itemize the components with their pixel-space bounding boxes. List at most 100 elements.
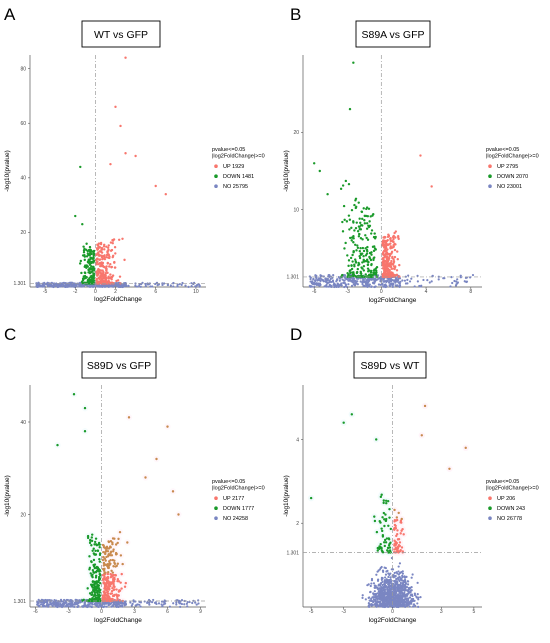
- point-up: [113, 261, 116, 264]
- point-down: [87, 271, 90, 274]
- point-up: [398, 263, 401, 267]
- point-down: [83, 430, 87, 433]
- point-up: [389, 265, 393, 268]
- x-tick-label: -5: [43, 289, 48, 295]
- point-down: [82, 277, 86, 280]
- point-no: [43, 285, 46, 288]
- point-down: [350, 208, 354, 212]
- point-no: [387, 583, 390, 586]
- halo-layer: [307, 402, 469, 556]
- x-tick-label: 5: [472, 609, 475, 615]
- point-down: [372, 249, 376, 253]
- point-no: [365, 281, 368, 284]
- legend-entry: UP 206: [497, 496, 515, 502]
- point-up: [103, 248, 106, 251]
- point-down: [373, 245, 376, 248]
- point-down: [343, 247, 346, 250]
- point-no: [112, 601, 115, 604]
- point-no: [105, 605, 108, 608]
- point-no: [389, 589, 392, 592]
- point-no: [46, 600, 49, 604]
- point-no: [377, 594, 380, 597]
- point-no: [132, 600, 135, 603]
- point-no: [388, 578, 391, 582]
- point-up: [116, 577, 120, 581]
- legend-swatch: [488, 506, 492, 511]
- point-down: [366, 263, 370, 266]
- point-up: [103, 265, 106, 269]
- point-no: [395, 280, 399, 283]
- point-down: [84, 271, 87, 275]
- point-down: [355, 205, 358, 209]
- point-down: [361, 224, 364, 227]
- point-up: [107, 553, 110, 556]
- y-tick-label: 20: [20, 512, 26, 518]
- point-up: [154, 184, 157, 188]
- point-no: [370, 577, 374, 581]
- point-no: [361, 277, 365, 281]
- point-down: [350, 264, 353, 267]
- point-up: [419, 154, 422, 157]
- point-down: [94, 549, 97, 553]
- point-down: [318, 169, 321, 173]
- point-down: [376, 549, 379, 552]
- point-down: [389, 541, 392, 544]
- x-tick-label: 3: [440, 609, 443, 615]
- point-up: [382, 246, 386, 249]
- point-no: [323, 285, 326, 288]
- point-down: [81, 223, 84, 226]
- point-no: [387, 572, 390, 575]
- point-down: [358, 225, 361, 228]
- point-no: [393, 599, 397, 602]
- point-no: [396, 577, 399, 580]
- point-down: [342, 421, 345, 424]
- point-up: [395, 542, 398, 545]
- points-layer: [308, 61, 475, 289]
- point-down: [91, 580, 95, 583]
- point-down: [351, 271, 354, 274]
- point-no: [373, 590, 376, 593]
- point-down: [367, 207, 371, 210]
- point-no: [152, 598, 155, 602]
- point-no: [372, 281, 376, 284]
- point-down: [98, 546, 101, 549]
- point-up: [388, 270, 391, 274]
- point-no: [161, 283, 164, 287]
- point-up: [114, 266, 117, 269]
- point-up: [177, 513, 180, 516]
- y-tick-label: 40: [20, 176, 26, 182]
- point-up: [394, 230, 398, 233]
- point-down: [349, 271, 352, 275]
- point-down: [353, 203, 356, 207]
- point-up: [111, 542, 114, 546]
- point-down: [383, 544, 386, 548]
- point-no: [131, 602, 134, 605]
- point-up: [114, 105, 117, 109]
- point-no: [417, 605, 420, 608]
- point-up: [104, 551, 107, 554]
- point-down: [92, 273, 95, 276]
- point-down: [387, 524, 390, 527]
- x-tick-label: 4: [425, 289, 428, 295]
- point-no: [413, 603, 416, 606]
- point-down: [346, 272, 349, 275]
- point-no: [71, 601, 74, 604]
- point-no: [399, 577, 402, 580]
- point-up: [396, 529, 399, 532]
- point-down: [86, 534, 90, 538]
- legend-entry: DOWN 243: [497, 506, 525, 512]
- point-down: [92, 252, 96, 255]
- point-down: [354, 199, 357, 202]
- point-up: [114, 252, 117, 255]
- point-no: [419, 596, 422, 599]
- point-down: [388, 546, 392, 549]
- point-up: [109, 162, 112, 166]
- point-up: [106, 572, 110, 576]
- point-no: [373, 595, 376, 599]
- point-down: [91, 281, 94, 284]
- point-up: [107, 244, 110, 247]
- point-no: [454, 284, 458, 287]
- point-no: [176, 285, 179, 288]
- point-up: [393, 248, 397, 252]
- point-no: [469, 276, 472, 279]
